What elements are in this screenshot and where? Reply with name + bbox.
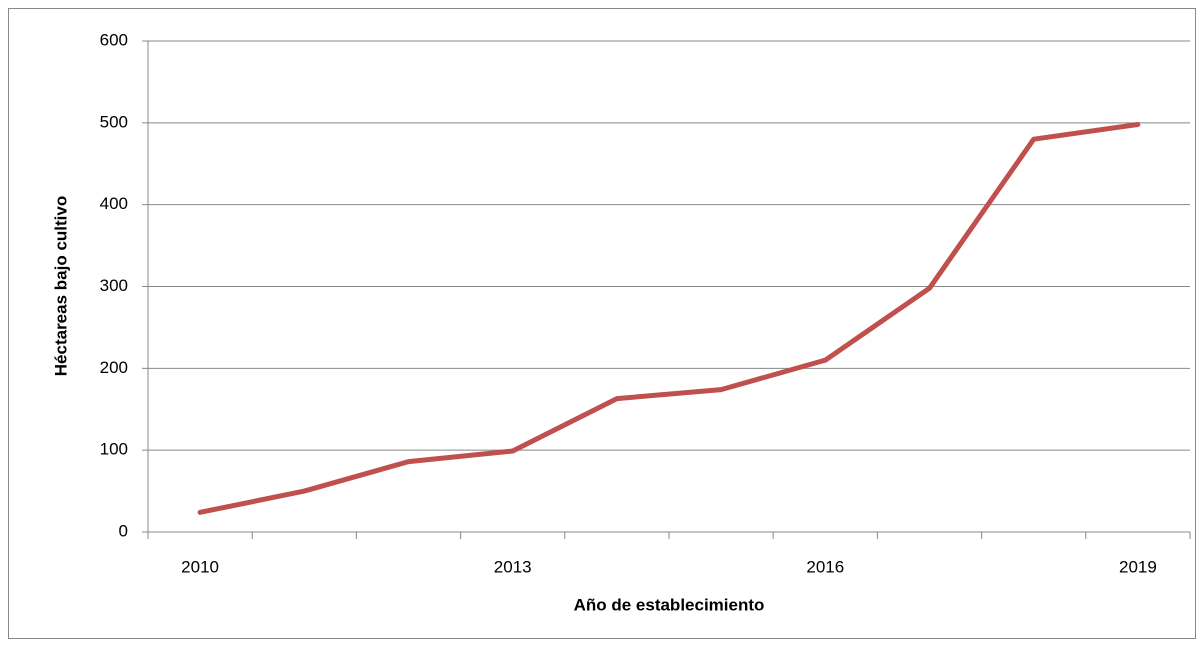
y-tick-label: 100 <box>100 440 128 459</box>
x-tick-label: 2019 <box>1119 557 1157 576</box>
x-tick-label: 2010 <box>181 557 219 576</box>
y-tick-label: 0 <box>119 521 128 540</box>
y-tick-label: 600 <box>100 30 128 49</box>
x-tick-label: 2013 <box>494 557 532 576</box>
x-tick-label: 2016 <box>806 557 844 576</box>
y-tick-label: 200 <box>100 358 128 377</box>
y-tick-label: 300 <box>100 276 128 295</box>
y-axis-title: Héctareas bajo cultivo <box>51 196 70 376</box>
chart-border <box>8 8 1196 639</box>
data-line <box>197 121 1141 515</box>
y-tick-label: 400 <box>100 194 128 213</box>
x-axis-title: Año de establecimiento <box>574 595 765 614</box>
y-tick-label: 500 <box>100 112 128 131</box>
